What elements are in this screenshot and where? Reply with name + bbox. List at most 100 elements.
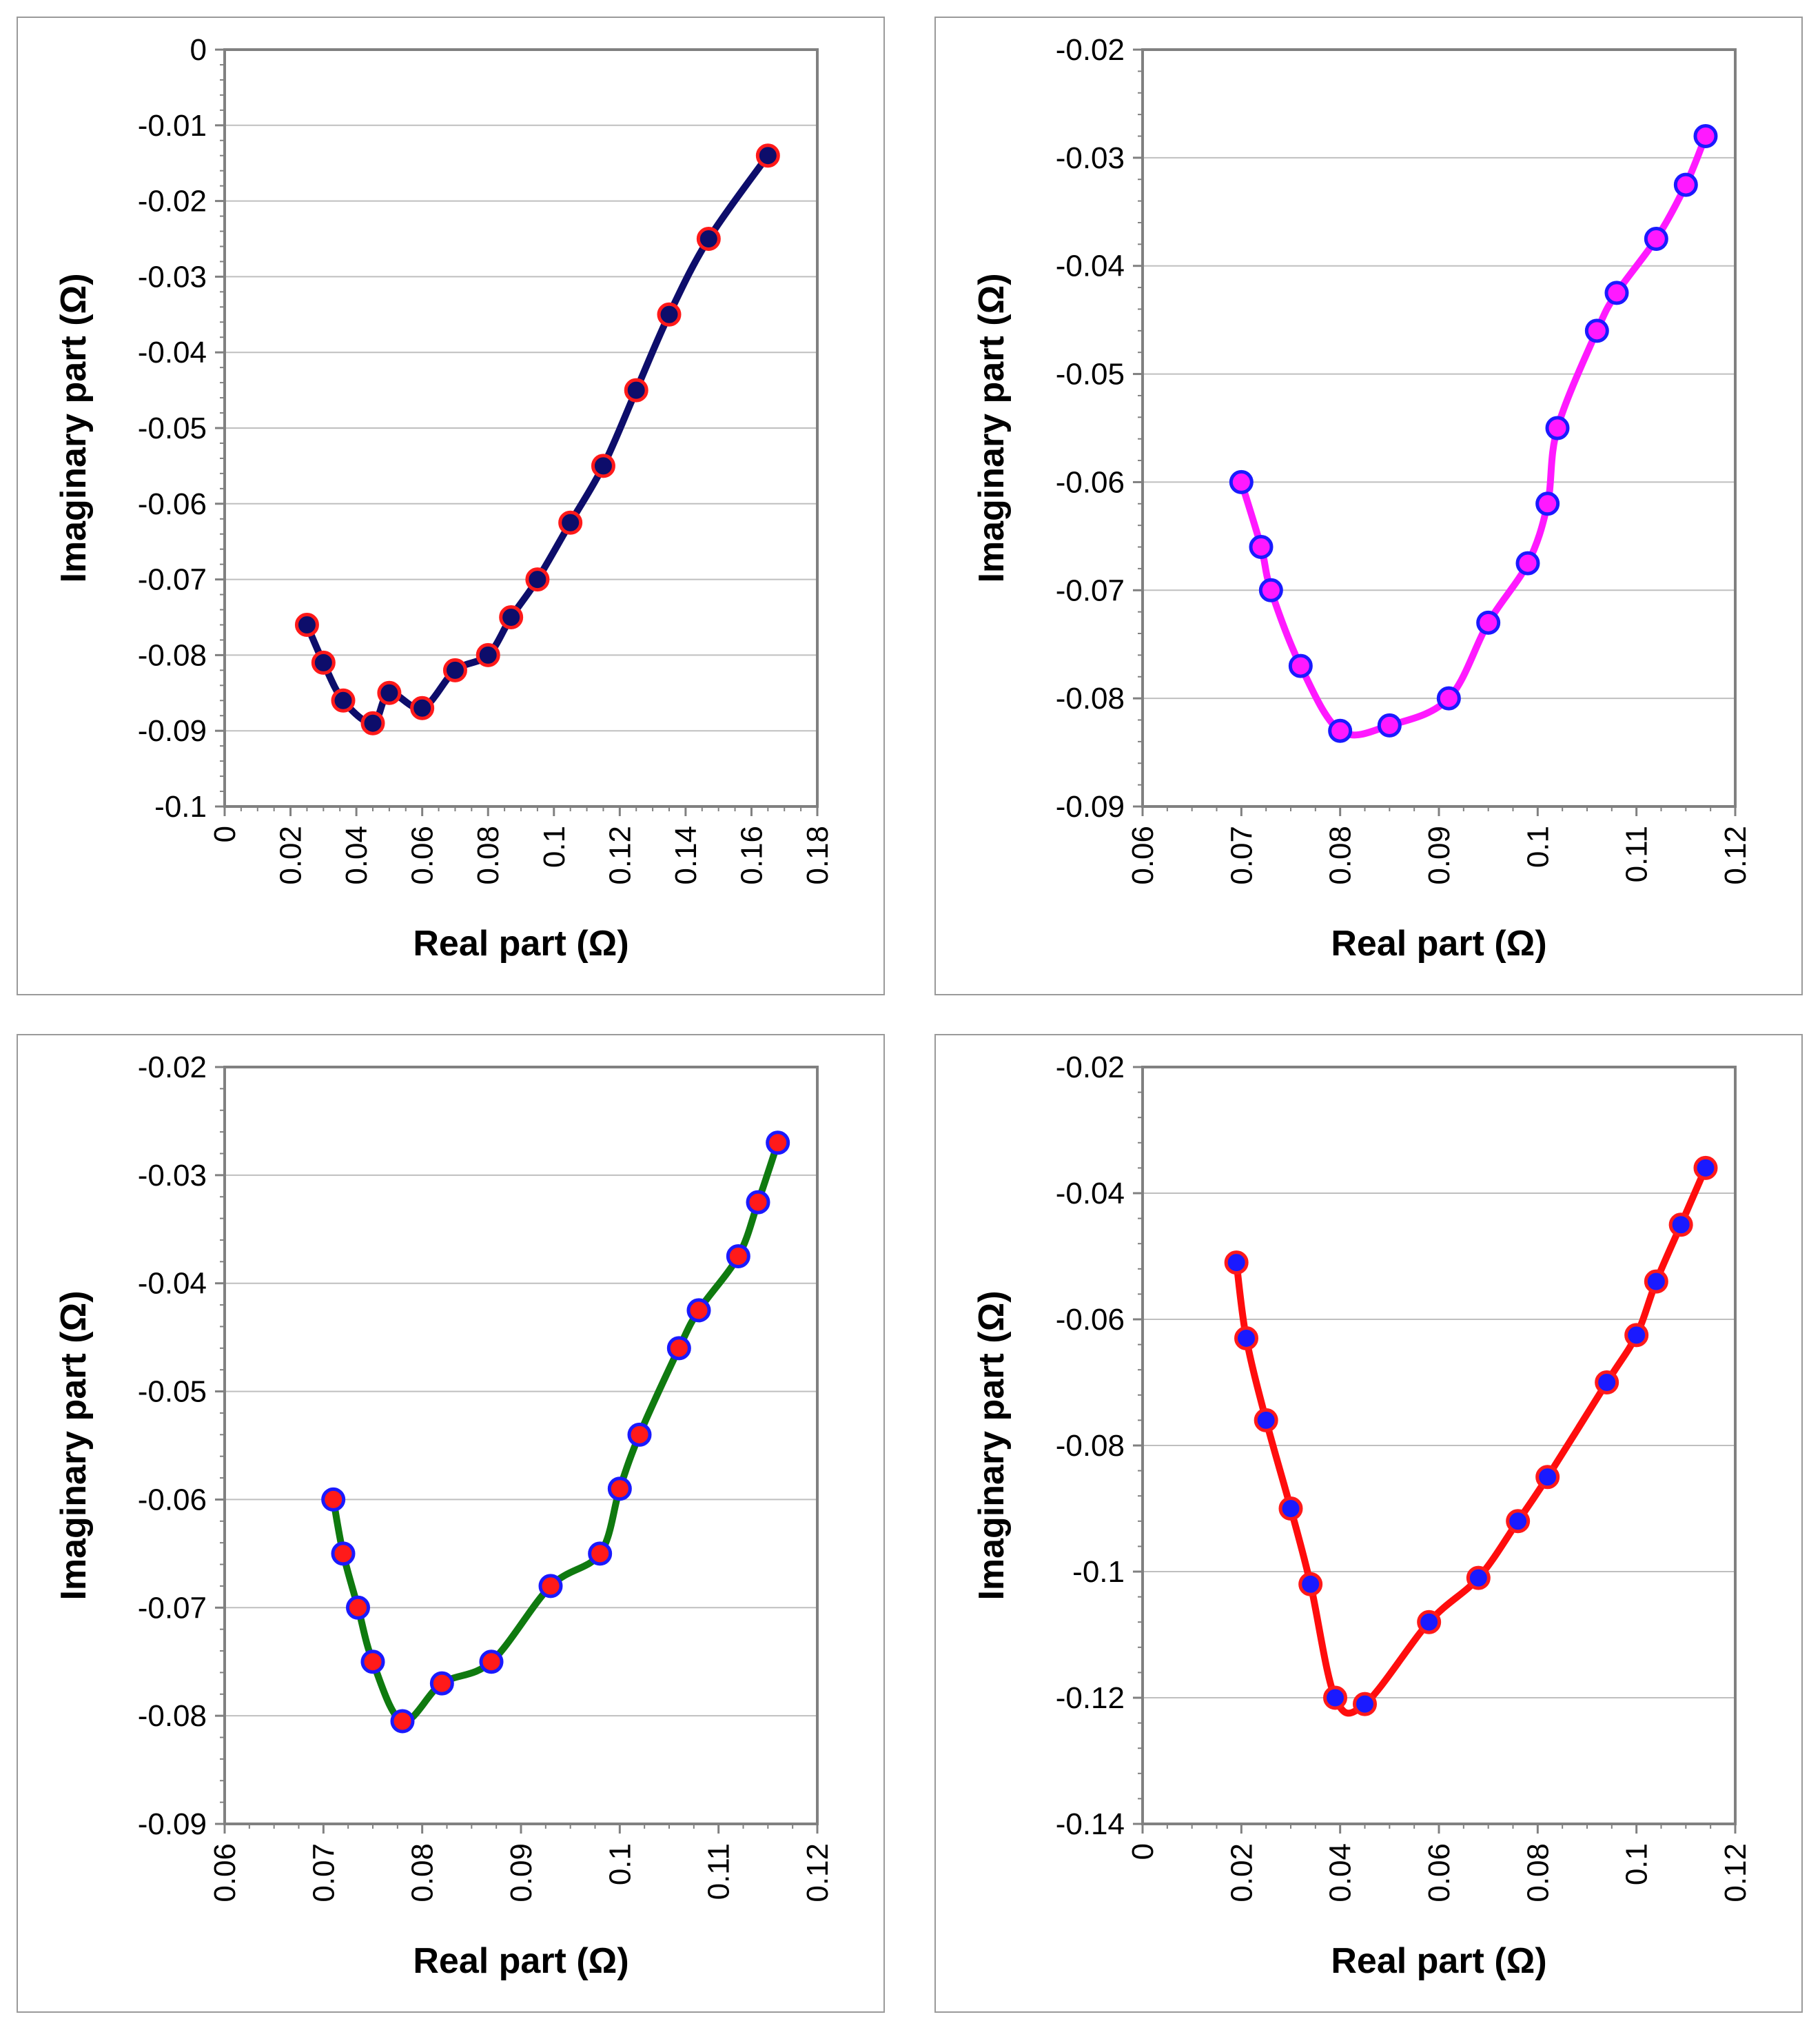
- x-tick-label: 0.04: [340, 826, 374, 885]
- data-point: [1644, 1269, 1668, 1294]
- x-tick-label: 0.06: [406, 826, 440, 885]
- plot-frame: [223, 48, 819, 808]
- y-tick-label: 0: [190, 33, 207, 67]
- y-tick-label: -0.05: [1056, 358, 1125, 392]
- data-point: [1545, 416, 1570, 440]
- y-tick-label: -0.12: [1056, 1681, 1125, 1715]
- x-axis-title: Real part (Ω): [1331, 1941, 1546, 1981]
- x-tick-label: 0.02: [274, 826, 308, 885]
- x-tick-label: 0.12: [1719, 1843, 1752, 1902]
- chart-panel-bottom-left: -0.02 -0.03 -0.04 -0.05 -0.06 -0.07 -0.08 -0.09…: [17, 1034, 885, 2013]
- data-point: [624, 378, 648, 403]
- data-point: [1673, 172, 1698, 197]
- x-tick-label: 0.08: [471, 826, 505, 885]
- x-tick-label: 0.09: [504, 1843, 538, 1902]
- data-point: [726, 1244, 750, 1268]
- data-point: [442, 658, 467, 682]
- y-tick-label: -0.06: [1056, 465, 1125, 499]
- y-tick-label: -0.02: [1056, 1050, 1125, 1084]
- data-point: [1353, 1692, 1377, 1716]
- y-axis-title: Imaginary part (Ω): [972, 1290, 1012, 1600]
- data-point: [1417, 1610, 1442, 1634]
- chart-svg-top-right: -0.02 -0.03 -0.04 -0.05 -0.06 -0.07 -0.08 -0.09…: [972, 33, 1752, 964]
- data-point: [746, 1190, 770, 1215]
- chart-panel-top-left: 0 -0.01 -0.02 -0.03 -0.04 -0.05 -0.06 -0.07 -0.0…: [17, 17, 885, 995]
- y-tick-label: -0.01: [138, 109, 207, 143]
- data-point: [1288, 653, 1313, 678]
- plot-area: [225, 1067, 817, 1824]
- data-point: [1644, 227, 1668, 251]
- y-tick-label: -0.03: [1056, 141, 1125, 175]
- data-point: [696, 227, 721, 251]
- data-point: [591, 454, 615, 478]
- data-point: [1234, 1326, 1258, 1350]
- plot-frame: [1141, 48, 1737, 808]
- y-tick-label: -0.03: [138, 1159, 207, 1192]
- chart-svg-top-left: 0 -0.01 -0.02 -0.03 -0.04 -0.05 -0.06 -0.07 -0.0…: [54, 33, 835, 964]
- data-point: [429, 1671, 454, 1696]
- data-point: [331, 1541, 356, 1566]
- data-point: [346, 1595, 370, 1620]
- data-point: [1377, 713, 1402, 738]
- data-point: [1515, 551, 1540, 576]
- y-tick-label: -0.08: [138, 638, 207, 672]
- data-point: [1229, 469, 1254, 494]
- y-tick-label: -0.14: [1056, 1807, 1125, 1841]
- y-tick-label: -0.04: [138, 1267, 207, 1301]
- data-point: [1258, 578, 1283, 602]
- y-tick-label: -0.02: [138, 185, 207, 219]
- data-point: [1584, 318, 1609, 343]
- data-point: [1249, 535, 1274, 560]
- data-point: [607, 1476, 632, 1501]
- y-tick-label: -0.03: [138, 260, 207, 294]
- data-point: [1668, 1212, 1693, 1237]
- y-tick-label: -0.09: [138, 714, 207, 748]
- data-point: [1323, 1685, 1347, 1710]
- data-point: [686, 1298, 711, 1323]
- y-tick-label: -0.07: [138, 1591, 207, 1625]
- data-point: [755, 143, 780, 168]
- x-tick-label: 0.11: [702, 1843, 736, 1900]
- data-point: [588, 1541, 613, 1566]
- x-tick-label: 0.08: [1324, 826, 1358, 885]
- data-point: [321, 1487, 346, 1512]
- data-point: [377, 680, 402, 705]
- y-tick-label: -0.05: [138, 412, 207, 445]
- data-point: [1466, 1565, 1491, 1590]
- x-tick-label: 0.11: [1620, 826, 1654, 882]
- data-point: [1298, 1572, 1323, 1596]
- data-point: [331, 688, 356, 713]
- y-tick-label: -0.06: [138, 487, 207, 521]
- series-line: [1238, 132, 1709, 739]
- data-point: [538, 1574, 563, 1598]
- y-tick-label: -0.04: [1056, 1177, 1125, 1210]
- x-axis-title: Real part (Ω): [413, 1941, 628, 1981]
- x-tick-label: 0.1: [1521, 826, 1555, 868]
- data-point: [311, 650, 336, 675]
- data-point: [666, 1336, 691, 1361]
- data-point: [360, 711, 385, 735]
- y-tick-label: -0.02: [1056, 33, 1125, 67]
- chart-panel-top-right: -0.02 -0.03 -0.04 -0.05 -0.06 -0.07 -0.08 -0.09…: [934, 17, 1803, 995]
- data-point: [627, 1422, 652, 1447]
- y-axis-title: Imaginary part (Ω): [972, 273, 1012, 582]
- data-point: [1535, 491, 1560, 516]
- y-tick-label: -0.08: [1056, 1429, 1125, 1463]
- x-tick-label: 0: [208, 826, 242, 842]
- y-tick-label: -0.02: [138, 1050, 207, 1084]
- data-point: [1535, 1465, 1560, 1490]
- data-point: [1595, 1370, 1619, 1394]
- y-tick-label: -0.08: [1056, 682, 1125, 715]
- x-tick-label: 0: [1126, 1843, 1160, 1860]
- data-point: [1693, 123, 1718, 148]
- y-tick-label: -0.09: [138, 1807, 207, 1841]
- y-tick-label: -0.04: [138, 336, 207, 369]
- x-tick-label: 0.07: [307, 1843, 340, 1902]
- x-tick-label: 0.1: [603, 1843, 637, 1885]
- data-point: [1278, 1496, 1303, 1521]
- x-tick-label: 0.1: [1620, 1843, 1654, 1885]
- data-point: [1328, 718, 1353, 743]
- data-point: [558, 510, 583, 535]
- x-tick-label: 0.16: [735, 826, 768, 885]
- plot-frame: [1141, 1066, 1737, 1825]
